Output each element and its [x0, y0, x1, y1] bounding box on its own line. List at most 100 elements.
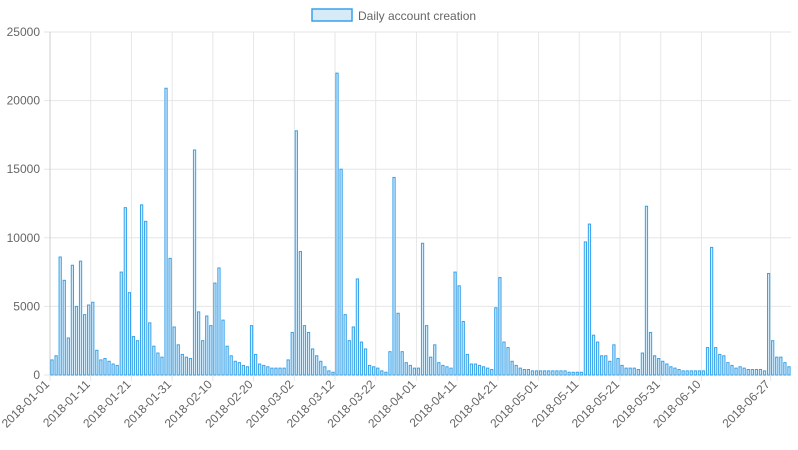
bar — [50, 359, 54, 376]
bar — [266, 366, 270, 376]
bar — [225, 345, 229, 376]
bar — [315, 355, 319, 376]
bar — [746, 369, 750, 376]
bar — [278, 367, 282, 376]
bar — [502, 341, 506, 376]
bar — [363, 348, 368, 376]
bar — [624, 367, 628, 376]
y-tick-label: 10000 — [7, 231, 41, 245]
bar — [681, 370, 685, 376]
bar — [526, 369, 531, 376]
bar — [477, 364, 482, 376]
bar — [481, 366, 486, 376]
bar — [229, 355, 233, 376]
bar — [70, 264, 75, 376]
bar — [742, 367, 746, 376]
bar — [351, 326, 355, 376]
bar — [310, 348, 315, 376]
bar — [620, 364, 624, 376]
bar — [412, 367, 417, 376]
y-tick-label: 15000 — [7, 162, 41, 176]
bar — [636, 369, 640, 376]
bar — [591, 334, 596, 376]
bar — [775, 356, 779, 376]
bar — [673, 367, 677, 376]
bar — [498, 277, 502, 376]
bar — [327, 370, 331, 376]
legend[interactable]: Daily account creation — [311, 8, 476, 23]
bar — [538, 370, 543, 376]
bar — [559, 370, 563, 376]
bar — [734, 367, 738, 376]
bar — [290, 331, 294, 376]
bar — [665, 363, 669, 376]
bar — [54, 355, 58, 376]
legend-label-daily-account-creation[interactable]: Daily account creation — [358, 9, 476, 23]
bar — [408, 364, 412, 376]
bar — [380, 370, 384, 376]
bar — [168, 257, 172, 376]
bar — [714, 347, 718, 376]
bars — [50, 72, 791, 376]
bar — [722, 355, 726, 376]
bar — [424, 325, 429, 376]
bar — [331, 371, 335, 376]
bar — [575, 371, 579, 376]
bar — [176, 344, 180, 376]
bar — [205, 315, 209, 376]
bar — [156, 352, 160, 376]
bar — [87, 304, 91, 376]
bar — [652, 355, 657, 376]
x-tick-label: 2018-06-27 — [719, 377, 773, 431]
bar — [522, 369, 526, 376]
bar — [461, 320, 465, 376]
bar — [241, 364, 246, 376]
bar — [184, 356, 189, 376]
bar — [579, 371, 583, 376]
bar — [180, 353, 184, 376]
legend-swatch[interactable] — [311, 8, 353, 22]
bar — [237, 362, 241, 376]
bar — [449, 367, 453, 376]
bar — [612, 344, 616, 376]
bar — [465, 353, 469, 376]
bar — [135, 340, 140, 376]
bar — [494, 307, 498, 376]
bar — [188, 358, 193, 376]
bar — [543, 370, 547, 376]
bar — [600, 355, 604, 376]
bar — [758, 369, 763, 376]
bar — [787, 366, 791, 376]
bar — [766, 272, 771, 376]
bar — [245, 366, 250, 376]
bar — [640, 352, 645, 376]
bar — [355, 278, 360, 376]
bar — [82, 314, 87, 376]
bar — [705, 347, 710, 376]
bar — [754, 369, 759, 376]
bar — [115, 364, 119, 376]
bar — [404, 362, 408, 376]
bar — [644, 205, 649, 376]
bar — [555, 370, 559, 376]
bar — [233, 360, 237, 376]
bar — [209, 325, 213, 376]
bar — [697, 370, 702, 376]
bar — [58, 256, 62, 376]
bar — [347, 340, 351, 376]
bar — [392, 176, 396, 376]
bar — [771, 340, 775, 376]
bar — [306, 331, 311, 376]
bar — [490, 369, 494, 376]
bar — [388, 351, 392, 376]
bar — [192, 149, 197, 376]
bar — [152, 345, 156, 376]
bar — [66, 337, 70, 376]
bar — [274, 367, 278, 376]
bar — [571, 371, 575, 376]
bar — [62, 279, 66, 376]
bar — [359, 341, 364, 376]
bar — [563, 370, 567, 376]
bar — [530, 370, 535, 376]
bar — [376, 367, 380, 376]
